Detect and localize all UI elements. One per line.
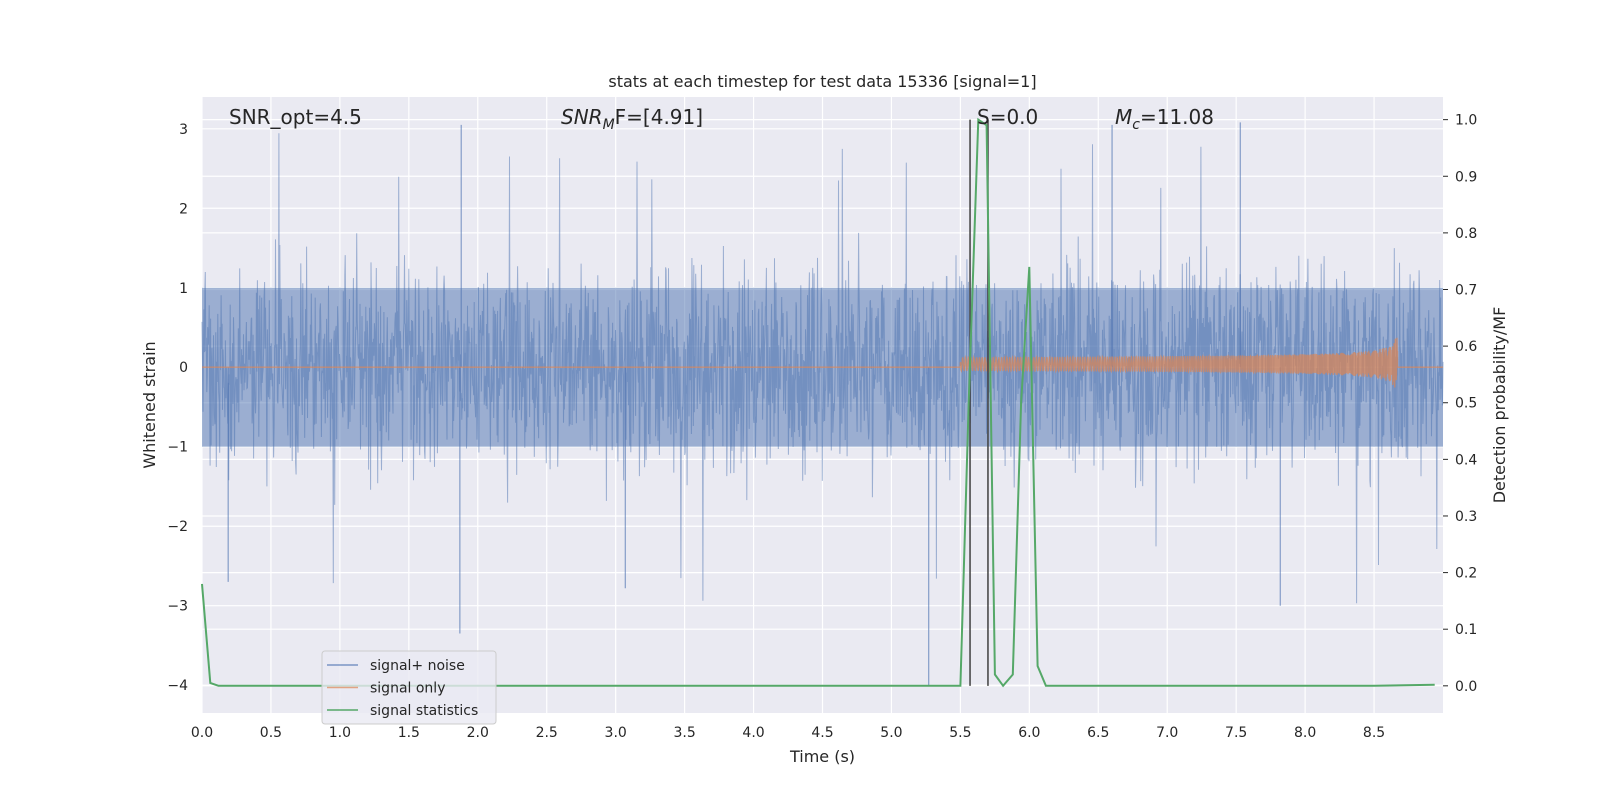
x-tick-label: 2.0	[467, 725, 489, 741]
y-left-tick-label: −1	[167, 440, 188, 456]
legend-label-signal-noise: signal+ noise	[370, 658, 465, 674]
x-tick-label: 8.5	[1363, 725, 1385, 741]
x-tick-label: 0.5	[260, 725, 282, 741]
x-tick-label: 6.0	[1018, 725, 1040, 741]
y-right-tick-label: 0.3	[1455, 509, 1477, 525]
annotation-snr-opt: SNR_opt=4.5	[229, 105, 362, 129]
y-axis-left-ticks: 3 2 1 0 −1 −2 −3 −4	[167, 122, 188, 694]
legend-box	[321, 650, 497, 725]
series-line-signal-only	[202, 337, 1443, 388]
y-right-tick-label: 0.4	[1455, 452, 1477, 468]
annotation-snr-mf-rest: F=[4.91]	[615, 105, 703, 129]
y-right-tick-label: 0.2	[1455, 566, 1477, 582]
x-tick-label: 5.5	[949, 725, 971, 741]
series-signal-only	[202, 337, 1443, 388]
x-tick-label: 3.5	[673, 725, 695, 741]
x-tick-label: 4.5	[811, 725, 833, 741]
annotation-snr-mf-base: SNR	[561, 105, 603, 129]
x-tick-label: 6.5	[1087, 725, 1109, 741]
legend-label-signal-statistics: signal statistics	[370, 703, 478, 719]
x-tick-label: 2.5	[536, 725, 558, 741]
y-left-tick-label: 0	[179, 360, 188, 376]
y-axis-right-label: Detection probability/MF	[1490, 307, 1509, 504]
y-right-tick-label: 0.5	[1455, 396, 1477, 412]
x-tick-label: 7.0	[1156, 725, 1178, 741]
x-axis-label: Time (s)	[789, 747, 855, 766]
y-right-tick-label: 1.0	[1455, 113, 1477, 129]
x-tick-label: 5.0	[880, 725, 902, 741]
x-tick-label: 1.5	[398, 725, 420, 741]
y-left-tick-label: −2	[167, 519, 188, 535]
y-right-tick-label: 0.6	[1455, 339, 1477, 355]
x-tick-label: 7.5	[1225, 725, 1247, 741]
y-left-tick-label: 1	[179, 281, 188, 297]
annotation-mc-base: M	[1115, 105, 1132, 129]
x-tick-label: 3.0	[605, 725, 627, 741]
y-left-tick-label: 3	[179, 122, 188, 138]
y-left-tick-label: 2	[179, 201, 188, 217]
x-tick-label: 0.0	[191, 725, 213, 741]
y-right-tick-label: 0.7	[1455, 283, 1477, 299]
x-tick-label: 8.0	[1294, 725, 1316, 741]
y-left-tick-label: −4	[167, 678, 188, 694]
legend-label-signal-only: signal only	[370, 681, 445, 697]
y-axis-left-label: Whitened strain	[140, 341, 159, 468]
x-tick-label: 4.0	[742, 725, 764, 741]
annotation-snr-mf-sub: M	[603, 117, 615, 133]
x-tick-label: 1.0	[329, 725, 351, 741]
y-right-tick-label: 0.1	[1455, 622, 1477, 638]
y-right-tick-label: 0.0	[1455, 679, 1477, 695]
y-right-tick-label: 0.8	[1455, 226, 1477, 242]
annotation-snr-mf: SNRMF=[4.91]	[561, 105, 703, 133]
legend: signal+ noise signal only signal statist…	[321, 650, 497, 725]
annotation-mc-rest: =11.08	[1140, 105, 1214, 129]
x-axis-ticks: 0.0 0.5 1.0 1.5 2.0 2.5 3.0 3.5 4.0 4.5 5.0 5.5 6.0 6…	[191, 725, 1385, 741]
y-left-tick-label: −3	[167, 599, 188, 615]
y-axis-right-ticks: 1.0 0.9 0.8 0.7 0.6 0.5 0.4 0.3 0.2 0.1 0.0	[1443, 113, 1477, 695]
y-right-tick-label: 0.9	[1455, 169, 1477, 185]
annotation-mc-sub: c	[1132, 117, 1140, 133]
chart-title: stats at each timestep for test data 153…	[608, 72, 1036, 91]
annotation-mc: Mc=11.08	[1115, 105, 1214, 133]
annotation-s: S=0.0	[977, 105, 1038, 129]
